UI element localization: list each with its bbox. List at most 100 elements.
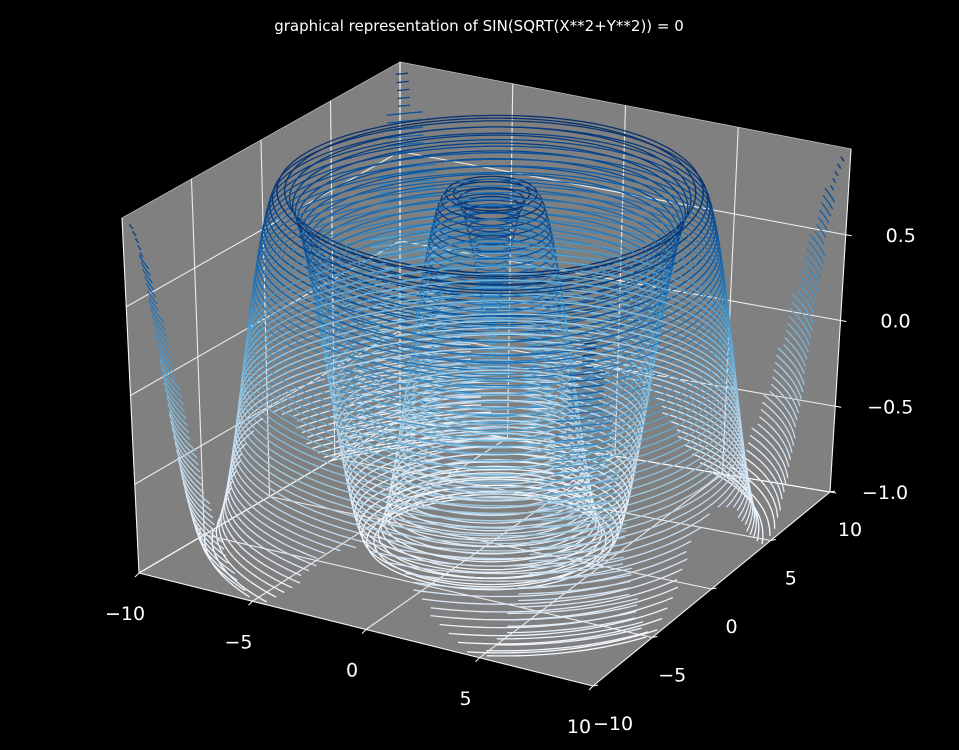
- contour-line: [829, 185, 835, 191]
- contour-line: [163, 381, 186, 412]
- contour-line: [790, 301, 813, 332]
- contour-line: [397, 88, 410, 92]
- contour-line: [568, 384, 605, 389]
- contour-line: [785, 329, 808, 360]
- contour-line: [218, 508, 285, 594]
- contour-line: [358, 476, 622, 580]
- contour-line: [413, 558, 688, 598]
- contour-line: [171, 428, 199, 466]
- contour-line: [134, 237, 140, 244]
- contour-line: [378, 171, 437, 179]
- contour-line: [773, 369, 801, 407]
- contour-line: [389, 452, 592, 532]
- contour-line: [817, 216, 828, 231]
- contour-line: [152, 321, 169, 345]
- contour-line: [746, 449, 783, 500]
- contour-line: [245, 259, 733, 447]
- contour-line: [431, 206, 552, 253]
- contour-line: [227, 453, 318, 559]
- contour-line: [429, 212, 553, 260]
- z-tick-label: 0.0: [880, 311, 910, 333]
- contour-line: [397, 96, 410, 100]
- contour-line: [268, 126, 711, 295]
- contour-line: [804, 255, 822, 278]
- contour-line: [223, 480, 302, 577]
- contour-line: [661, 405, 749, 512]
- contour-line: [467, 629, 658, 654]
- contour-line: [529, 556, 624, 569]
- contour-line: [320, 271, 660, 403]
- contour-line: [388, 527, 702, 575]
- contour-line: [836, 163, 842, 169]
- contour-line: [225, 470, 309, 572]
- contour-line: [669, 420, 751, 522]
- contour-line: [554, 461, 611, 469]
- contour-line: [820, 202, 832, 217]
- chart-title: graphical representation of SIN(SQRT(X**…: [274, 17, 684, 35]
- contour-line: [815, 223, 827, 238]
- y-tick-mark: [770, 539, 776, 541]
- contour-line: [507, 598, 639, 615]
- contour-line: [311, 219, 669, 356]
- contour-line: [581, 366, 595, 369]
- contour-line: [145, 283, 157, 298]
- contour-line: [395, 72, 409, 76]
- contour-line: [834, 170, 839, 177]
- contour-line: [371, 513, 710, 567]
- contour-line: [235, 333, 742, 529]
- contour-line: [759, 416, 792, 460]
- contour-line: [184, 488, 217, 533]
- contour-line: [542, 479, 620, 489]
- contour-line: [166, 396, 188, 426]
- contour-line: [177, 459, 211, 505]
- contour-line: [318, 256, 663, 389]
- contour-line: [168, 413, 197, 452]
- contour-line: [518, 574, 632, 589]
- contour-line: [410, 318, 571, 381]
- contour-line: [430, 579, 678, 613]
- contour-line: [774, 362, 803, 400]
- contour-line: [568, 397, 604, 402]
- contour-line: [151, 314, 168, 338]
- contour-line: [238, 313, 739, 507]
- contour-line: [407, 339, 574, 404]
- contour-line: [729, 465, 776, 529]
- contour-line: [553, 467, 610, 475]
- contour-line: [330, 331, 650, 456]
- contour-line: [386, 465, 595, 547]
- x-tick-label: −10: [105, 603, 145, 625]
- contour-line: [445, 175, 538, 212]
- contour-line: [529, 563, 624, 575]
- z-tick-mark: [840, 320, 847, 322]
- contour-line: [230, 417, 357, 549]
- contour-line: [480, 295, 503, 305]
- y-tick-mark: [711, 587, 717, 590]
- x-tick-mark: [134, 572, 140, 578]
- contour-line: [496, 621, 644, 640]
- contour-line: [448, 607, 668, 637]
- contour-line: [348, 437, 632, 548]
- contour-line: [292, 134, 689, 285]
- x-tick-label: 5: [459, 688, 471, 710]
- contour-line: [486, 631, 649, 652]
- contour-line: [137, 245, 142, 251]
- contour-line: [261, 152, 718, 326]
- contour-line: [541, 485, 620, 496]
- contour-line: [684, 444, 756, 536]
- contour-line: [747, 442, 785, 493]
- contour-line: [352, 453, 628, 561]
- contour-line: [308, 203, 672, 343]
- contour-line: [167, 403, 190, 434]
- contour-line: [799, 283, 816, 306]
- contour-line: [481, 302, 502, 312]
- contour-line: [797, 290, 814, 313]
- gridline-floor-y: [204, 534, 653, 639]
- contour-line: [554, 434, 612, 442]
- contour-line: [529, 523, 627, 536]
- contour-line: [164, 389, 187, 419]
- contour-line: [401, 379, 580, 449]
- contour-line: [138, 254, 150, 270]
- contour-line: [475, 265, 508, 278]
- x-tick-label: −5: [224, 631, 252, 653]
- contour-line: [554, 428, 613, 436]
